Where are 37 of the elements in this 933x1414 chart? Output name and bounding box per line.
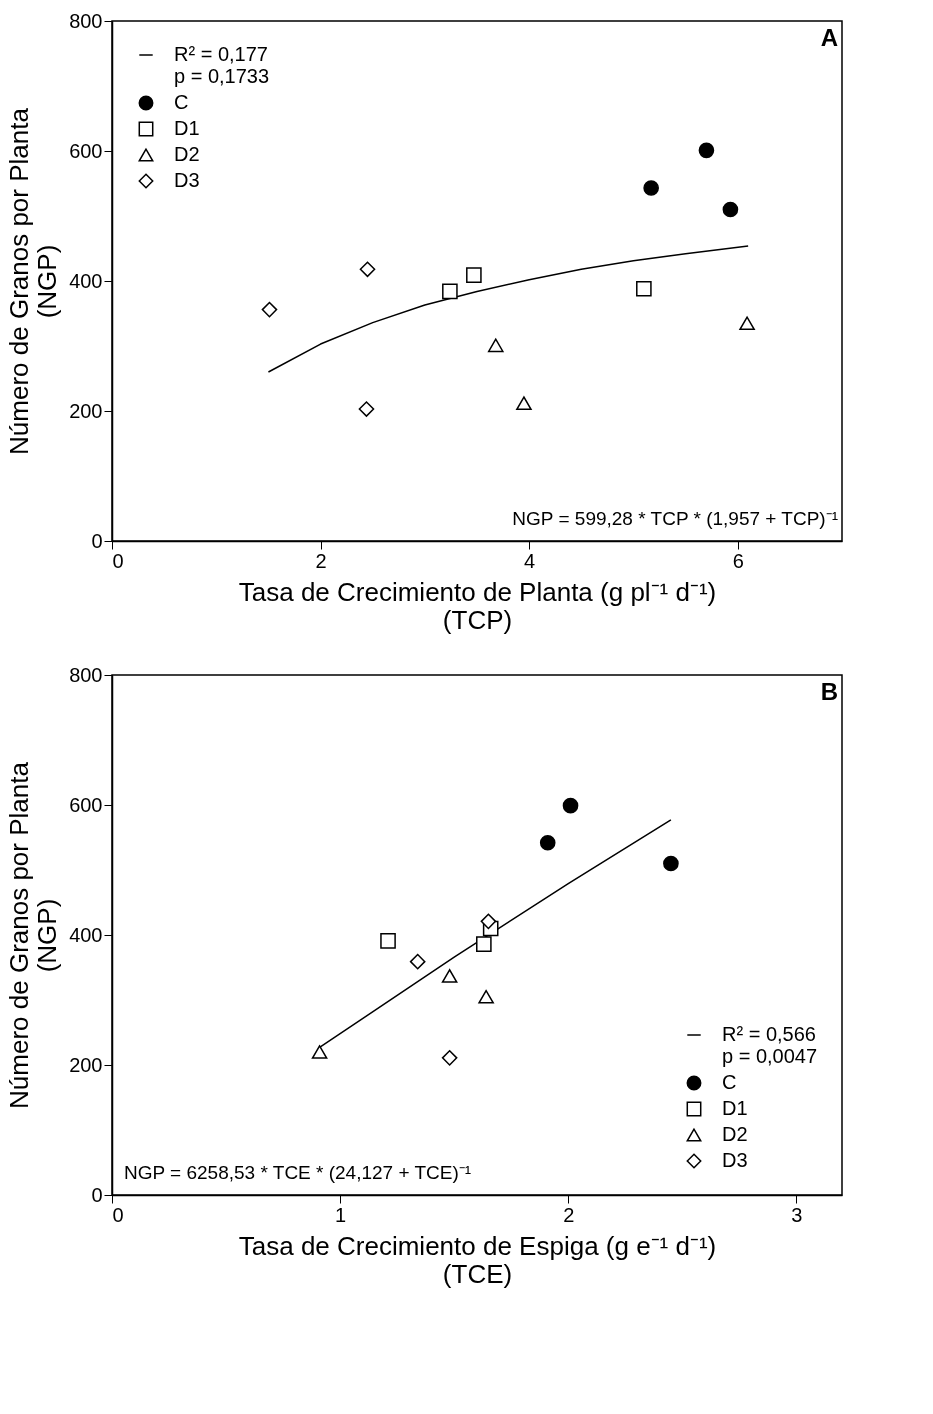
legend-label: D1 [722,1097,748,1119]
x-tick-label: 1 [335,1203,347,1226]
x-tick-label: 2 [563,1203,575,1226]
legend-label: D2 [174,143,200,165]
annotation: NGP = 6258,53 * TCE * (24,127 + TCE)⁻¹ [124,1162,472,1183]
y-axis-title: Número de Granos por Planta (NGP) [4,761,63,1109]
y-tick-label: 200 [69,1053,103,1076]
legend-label: R² = 0,566 p = 0,0047 [722,1023,818,1067]
y-tick-label: 0 [91,1183,103,1206]
legend-label: D3 [722,1149,748,1171]
x-axis-title: Tasa de Crecimiento de Espiga (g e⁻¹ d⁻¹) (TCE) [238,1230,717,1289]
y-tick-label: 800 [69,9,103,32]
x-tick-label: 4 [524,549,536,572]
y-tick-label: 800 [69,663,103,686]
annotation: A [820,24,838,51]
y-tick-label: 0 [91,529,103,552]
x-tick-label: 0 [112,1203,124,1226]
y-tick-label: 400 [69,923,103,946]
y-axis-title: Número de Granos por Planta (NGP) [4,107,63,455]
legend-label: R² = 0,177 p = 0,1733 [174,43,270,87]
x-axis-title: Tasa de Crecimiento de Planta (g pl⁻¹ d⁻¹) (TCP) [238,576,717,635]
x-tick-label: 0 [112,549,124,572]
legend-label: D3 [174,169,200,191]
y-tick-label: 200 [69,399,103,422]
annotation: B [820,678,838,705]
y-tick-label: 600 [69,793,103,816]
annotation: NGP = 599,28 * TCP * (1,957 + TCP)⁻¹ [512,508,838,529]
legend-label: C [722,1071,737,1093]
legend-label: D1 [174,117,200,139]
legend-label: C [174,91,189,113]
y-tick-label: 600 [69,139,103,162]
x-tick-label: 6 [732,549,744,572]
legend-label: D2 [722,1123,748,1145]
y-tick-label: 400 [69,269,103,292]
line-series [267,245,749,373]
x-tick-label: 3 [791,1203,803,1226]
x-tick-label: 2 [315,549,327,572]
